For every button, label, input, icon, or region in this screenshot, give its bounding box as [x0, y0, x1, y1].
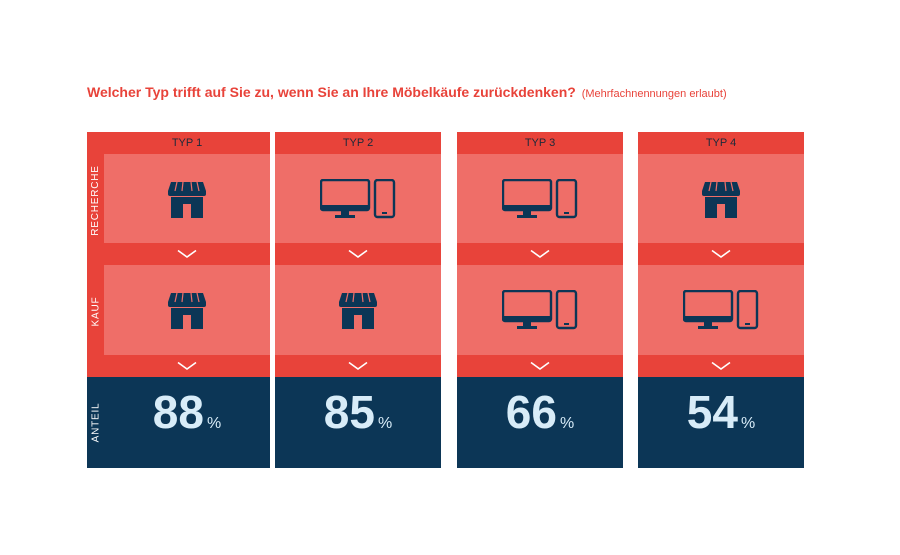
type-header: TYP 1: [104, 132, 270, 154]
devices-icon: [320, 178, 396, 218]
share-cell: 66%: [457, 377, 623, 468]
kauf-cell: [275, 265, 441, 355]
chevron-down-icon: [530, 249, 550, 258]
type-header: TYP 4: [638, 132, 804, 154]
devices-icon: [683, 290, 759, 330]
kauf-cell: [104, 265, 270, 355]
question-hint: (Mehrfachnennungen erlaubt): [581, 88, 727, 100]
arrow-band: [638, 355, 804, 377]
type-matrix: RECHERCHE KAUF ANTEIL TYP 1 88% TYP 2 85% TY…: [87, 132, 814, 468]
question-text: Welcher Typ trifft auf Sie zu, wenn Sie …: [87, 84, 576, 100]
arrow-band: [104, 355, 270, 377]
chevron-down-icon: [711, 361, 731, 370]
row-label-anteil: ANTEIL: [87, 377, 104, 468]
question-heading: Welcher Typ trifft auf Sie zu, wenn Sie …: [87, 84, 727, 100]
chevron-down-icon: [348, 249, 368, 258]
store-icon: [339, 292, 377, 329]
row-label-anteil-text: ANTEIL: [90, 402, 101, 443]
share-cell: 88%: [104, 377, 270, 468]
arrow-band: [275, 243, 441, 265]
recherche-cell: [275, 154, 441, 243]
arrow-band: [457, 243, 623, 265]
store-icon: [168, 181, 206, 218]
type-column-4: TYP 4 54%: [638, 132, 804, 468]
row-spacer-2: [87, 356, 104, 378]
share-value: 85: [323, 386, 375, 438]
type-column-2: TYP 2 85%: [275, 132, 441, 468]
recherche-cell: [638, 154, 804, 243]
kauf-cell: [457, 265, 623, 355]
kauf-cell: [638, 265, 804, 355]
recherche-cell: [104, 154, 270, 243]
store-icon: [702, 181, 740, 218]
share-unit: %: [559, 415, 575, 432]
row-label-kauf: KAUF: [87, 266, 104, 356]
share-value: 54: [686, 386, 738, 438]
share-cell: 54%: [638, 377, 804, 468]
arrow-band: [638, 243, 804, 265]
chevron-down-icon: [177, 249, 197, 258]
share-value: 88: [152, 386, 204, 438]
share-unit: %: [377, 415, 393, 432]
share-cell: 85%: [275, 377, 441, 468]
share-unit: %: [206, 415, 222, 432]
type-column-3: TYP 3 66%: [457, 132, 623, 468]
type-header: TYP 2: [275, 132, 441, 154]
row-label-kauf-text: KAUF: [90, 296, 101, 326]
arrow-band: [275, 355, 441, 377]
type-column-1: TYP 1 88%: [104, 132, 270, 468]
chevron-down-icon: [348, 361, 368, 370]
corner-cell: [87, 132, 104, 154]
type-header: TYP 3: [457, 132, 623, 154]
devices-icon: [502, 178, 578, 218]
chevron-down-icon: [177, 361, 197, 370]
chevron-down-icon: [530, 361, 550, 370]
share-value: 66: [505, 386, 557, 438]
devices-icon: [502, 290, 578, 330]
arrow-band: [104, 243, 270, 265]
row-label-recherche: RECHERCHE: [87, 154, 104, 246]
row-label-recherche-text: RECHERCHE: [90, 164, 102, 236]
recherche-cell: [457, 154, 623, 243]
store-icon: [168, 292, 206, 329]
arrow-band: [457, 355, 623, 377]
share-unit: %: [740, 415, 756, 432]
chevron-down-icon: [711, 249, 731, 258]
